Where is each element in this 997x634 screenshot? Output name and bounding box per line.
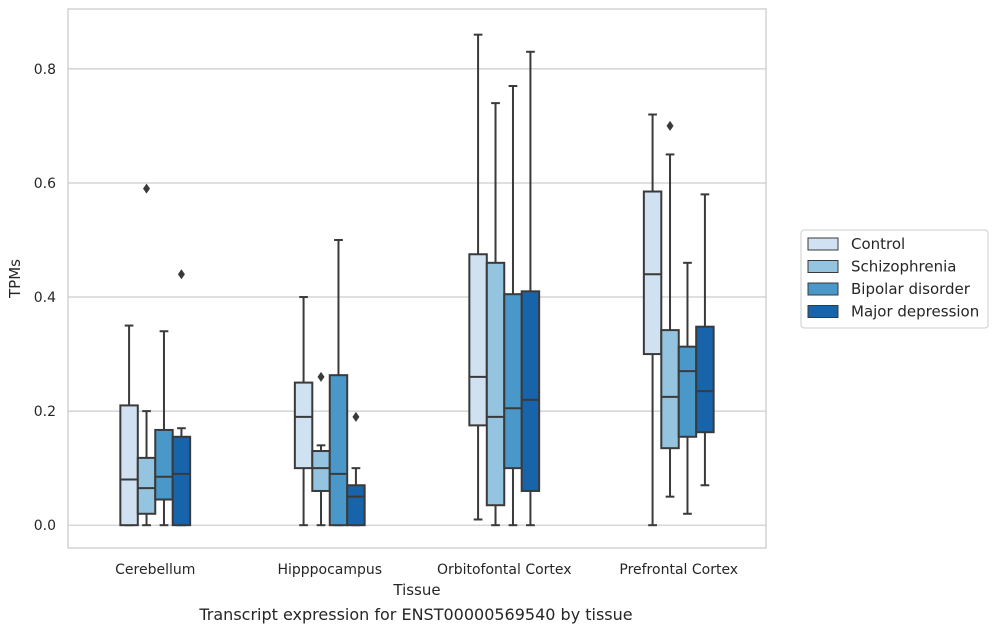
y-tick-label: 0.6: [34, 176, 56, 192]
legend-swatch: [807, 260, 839, 273]
outlier-point: [177, 269, 185, 280]
boxplot-chart: 0.0 0.2 0.4 0.6 0.8 Cerebellum Hipppocampus Or…: [6, 8, 989, 599]
figure-caption: Transcript expression for ENST0000056954…: [199, 605, 633, 624]
box-body: [677, 345, 698, 438]
legend-label: Control: [851, 235, 905, 253]
box-layer: [119, 33, 715, 527]
box-body: [293, 381, 314, 470]
x-tick-label: Cerebellum: [115, 562, 195, 578]
box-body: [171, 435, 192, 527]
box-control-0: [119, 324, 139, 527]
outlier-point: [143, 183, 151, 194]
legend-label: Major depression: [851, 303, 979, 321]
outlier-point: [317, 371, 325, 382]
box-body: [485, 261, 506, 507]
x-axis-label: Tissue: [392, 581, 440, 599]
box-body: [695, 325, 715, 434]
box-major-depression-1: [346, 411, 366, 527]
legend-label: Schizophrenia: [851, 258, 956, 276]
legend-frame: [800, 229, 989, 329]
box-body: [660, 329, 680, 450]
x-tick-labels: Cerebellum Hipppocampus Orbitofontal Corte…: [115, 562, 738, 578]
plot-frame: [67, 8, 767, 549]
legend-swatch: [807, 282, 839, 296]
box-major-depression-3: [695, 193, 715, 487]
box-major-depression-2: [520, 50, 541, 527]
y-axis-label: TPMs: [6, 259, 24, 299]
x-tick-label: Prefrontal Cortex: [619, 562, 738, 578]
outlier-point: [666, 120, 674, 131]
y-tick-labels: 0.0 0.2 0.4 0.6 0.8: [34, 62, 56, 534]
box-body: [328, 374, 349, 527]
legend-swatch: [807, 237, 839, 251]
box-bipolar-disorder-1: [328, 239, 349, 527]
box-schizophrenia-2: [485, 102, 506, 527]
box-body: [642, 190, 663, 356]
box-control-3: [642, 113, 663, 527]
box-schizophrenia-1: [311, 371, 331, 527]
box-schizophrenia-3: [660, 120, 680, 498]
box-body: [503, 293, 523, 470]
box-body: [311, 450, 331, 492]
x-tick-label: Hipppocampus: [277, 562, 382, 578]
box-schizophrenia-0: [136, 183, 157, 527]
x-tick-label: Orbitofontal Cortex: [437, 562, 572, 578]
box-body: [154, 428, 174, 501]
box-body: [136, 456, 157, 515]
box-control-2: [468, 33, 488, 521]
y-tick-label: 0.8: [34, 62, 56, 78]
box-body: [468, 253, 488, 427]
box-control-1: [293, 296, 314, 527]
box-body: [119, 404, 139, 527]
box-body: [520, 290, 541, 492]
legend-swatch: [807, 305, 839, 318]
box-bipolar-disorder-3: [677, 261, 698, 515]
y-tick-label: 0.0: [34, 518, 56, 534]
legend-label: Bipolar disorder: [851, 280, 971, 298]
y-tick-label: 0.4: [34, 290, 56, 306]
box-bipolar-disorder-0: [154, 330, 174, 527]
box-major-depression-0: [171, 269, 192, 527]
outlier-point: [352, 411, 360, 422]
box-bipolar-disorder-2: [503, 85, 523, 527]
box-body: [346, 484, 366, 527]
legend: Control Schizophrenia Bipolar disorder Majo…: [800, 229, 989, 329]
y-tick-label: 0.2: [34, 404, 56, 420]
